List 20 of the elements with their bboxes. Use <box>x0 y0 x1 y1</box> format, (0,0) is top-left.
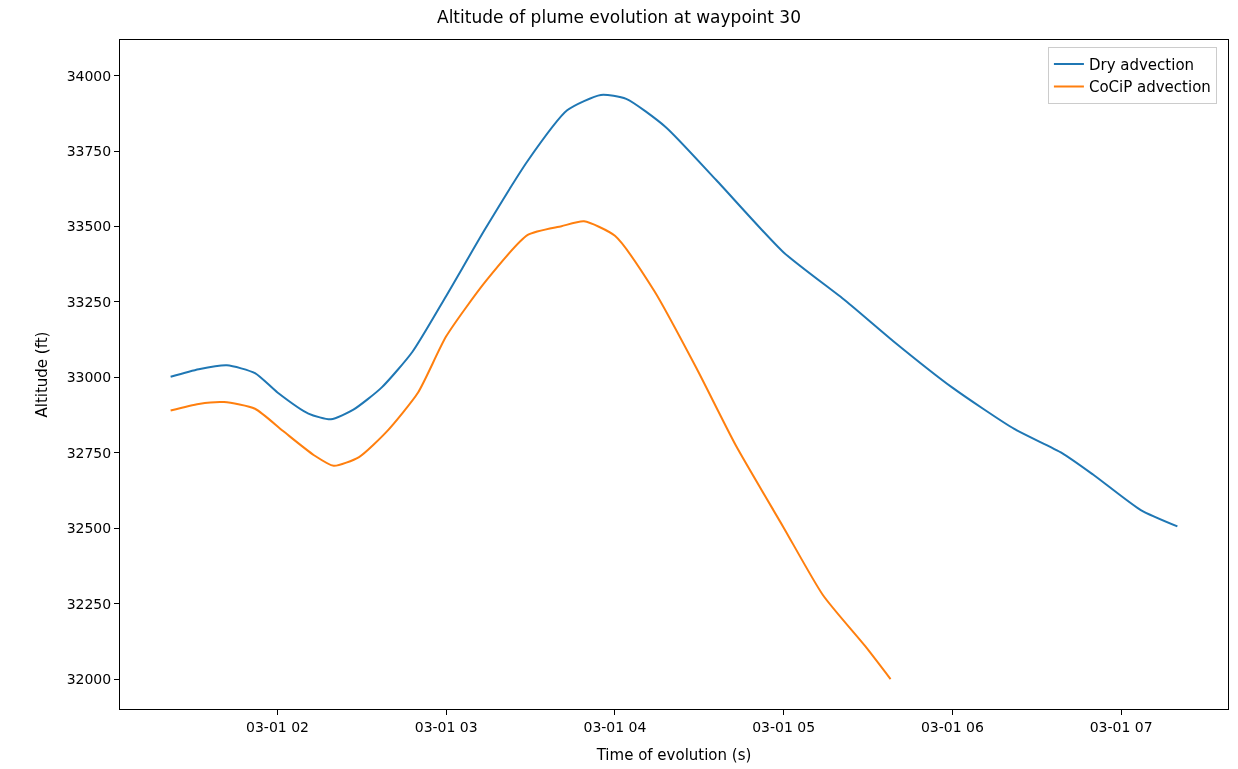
x-tick-label: 03-01 03 <box>414 718 478 735</box>
x-tick-label: 03-01 05 <box>752 718 816 735</box>
y-tick-label: 32500 <box>66 520 112 537</box>
y-tick-label: 33750 <box>66 142 112 159</box>
y-tick-label: 32000 <box>66 671 112 688</box>
y-tick-label: 33250 <box>66 293 112 310</box>
legend-label: CoCiP advection <box>1088 78 1211 97</box>
legend-label: Dry advection <box>1088 55 1195 74</box>
y-tick-label: 32750 <box>66 444 112 461</box>
y-axis-title: Altitude (ft) <box>32 331 51 418</box>
y-tick-label: 32250 <box>66 595 112 612</box>
chart-title: Altitude of plume evolution at waypoint 30 <box>437 7 801 28</box>
y-tick-label: 33500 <box>66 218 112 235</box>
x-tick-label: 03-01 07 <box>1089 718 1153 735</box>
x-tick-label: 03-01 06 <box>920 718 984 735</box>
x-axis-title: Time of evolution (s) <box>595 745 752 764</box>
y-tick-label: 34000 <box>66 67 112 84</box>
x-tick-label: 03-01 04 <box>583 718 647 735</box>
y-tick-label: 33000 <box>66 369 112 386</box>
x-tick-label: 03-01 02 <box>246 718 309 735</box>
